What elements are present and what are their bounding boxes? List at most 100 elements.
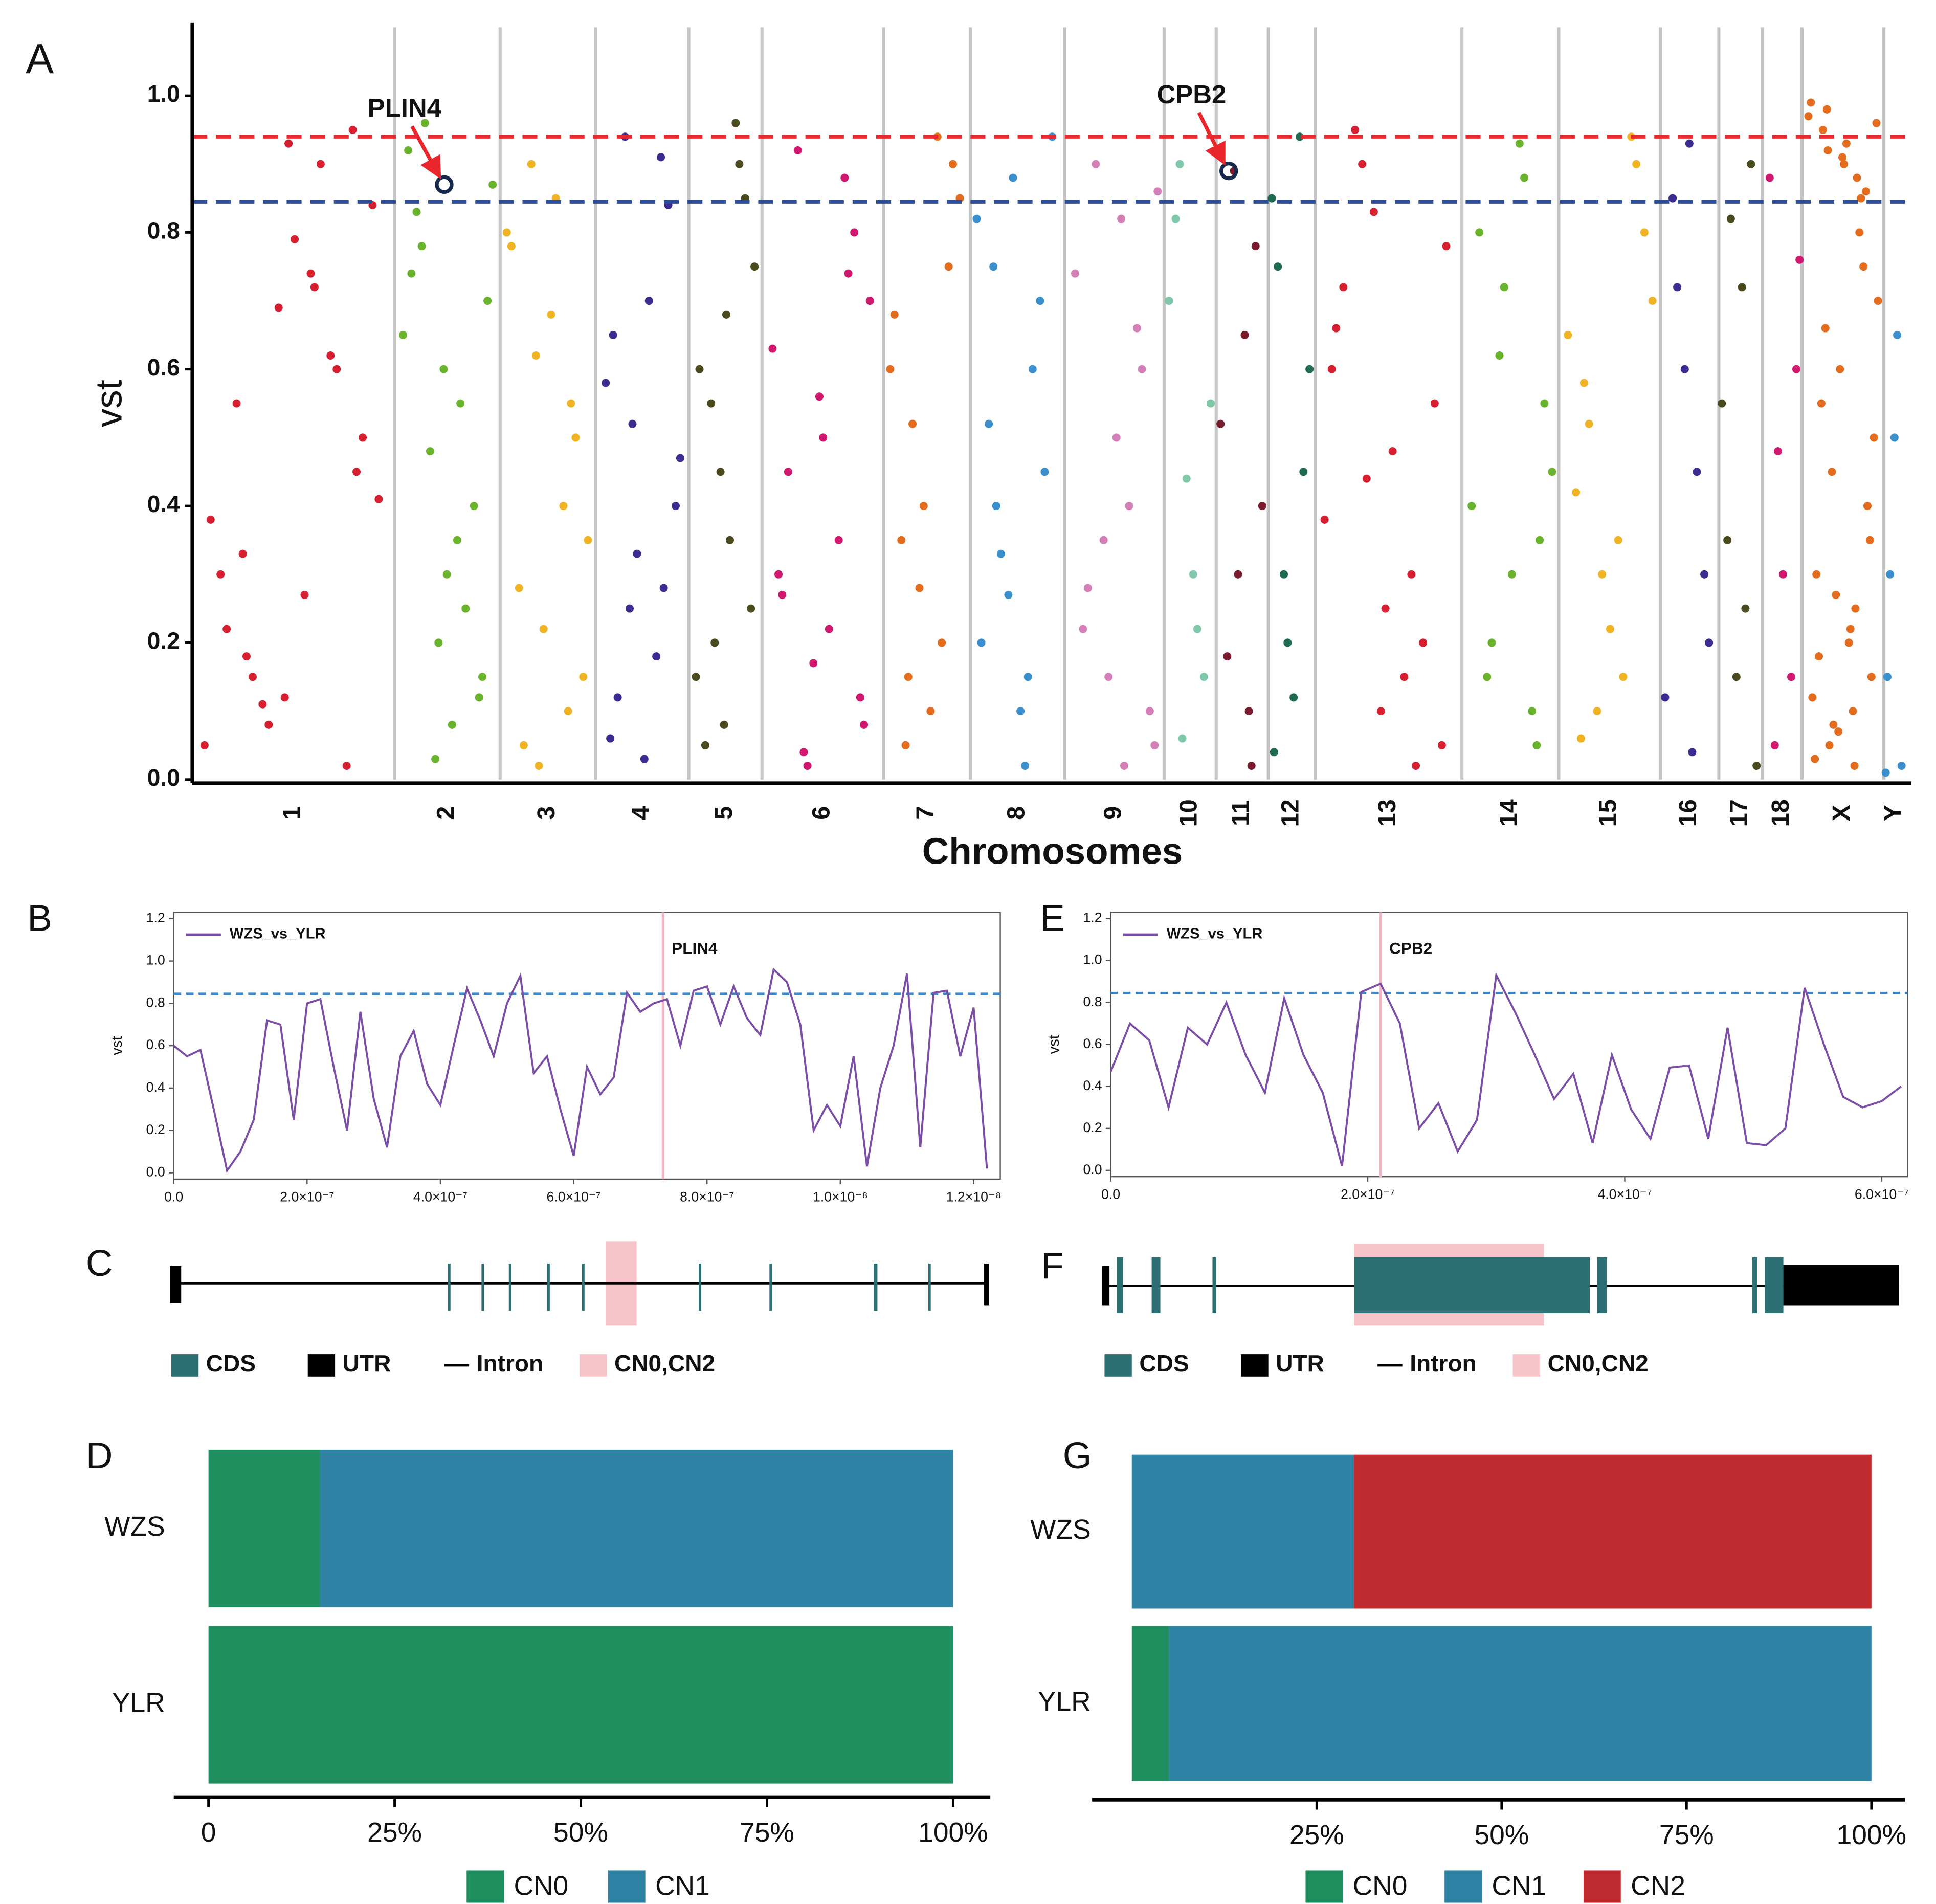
point bbox=[483, 297, 492, 305]
point bbox=[1576, 734, 1585, 743]
cds bbox=[1597, 1257, 1608, 1314]
point bbox=[992, 502, 1000, 511]
point bbox=[1283, 638, 1292, 647]
point bbox=[1132, 324, 1141, 333]
marker-label: CPB2 bbox=[1389, 939, 1432, 957]
point bbox=[1867, 673, 1876, 681]
point bbox=[291, 235, 299, 243]
point bbox=[1792, 365, 1801, 373]
point bbox=[731, 119, 740, 127]
point bbox=[1857, 194, 1865, 203]
point bbox=[1407, 570, 1416, 579]
point bbox=[1332, 324, 1341, 333]
cds bbox=[1354, 1257, 1590, 1314]
point bbox=[972, 214, 981, 223]
x-tick-label: 12 bbox=[1277, 799, 1304, 827]
point bbox=[735, 160, 744, 168]
point bbox=[1171, 214, 1180, 223]
point bbox=[778, 590, 787, 599]
cds bbox=[508, 1263, 511, 1311]
legend-swatch bbox=[608, 1870, 646, 1903]
y-tick-label: 0.4 bbox=[146, 1079, 165, 1095]
cds bbox=[698, 1263, 701, 1311]
point bbox=[1021, 762, 1030, 770]
point bbox=[606, 734, 615, 743]
x-tick-label: 4 bbox=[627, 806, 654, 820]
point bbox=[695, 365, 704, 373]
point bbox=[1850, 762, 1859, 770]
point bbox=[1593, 707, 1601, 716]
point bbox=[1752, 762, 1761, 770]
legend-swatch bbox=[1241, 1354, 1269, 1377]
point bbox=[865, 297, 874, 305]
point bbox=[977, 638, 986, 647]
point bbox=[819, 433, 828, 442]
point bbox=[1117, 214, 1126, 223]
cds bbox=[1151, 1257, 1161, 1314]
point bbox=[442, 570, 451, 579]
point bbox=[1296, 132, 1304, 141]
x-tick-label: 2.0×10⁻⁷ bbox=[280, 1189, 334, 1204]
point bbox=[613, 693, 622, 702]
point bbox=[1036, 297, 1044, 305]
point bbox=[1881, 768, 1890, 777]
legend-label: Intron bbox=[1410, 1350, 1477, 1377]
point bbox=[1838, 153, 1847, 162]
point bbox=[456, 399, 465, 408]
point bbox=[644, 297, 653, 305]
point bbox=[222, 625, 231, 633]
point bbox=[850, 228, 859, 237]
x-tick-label: 50% bbox=[1474, 1820, 1529, 1850]
point bbox=[701, 741, 709, 749]
x-tick-label: 7 bbox=[911, 806, 939, 820]
point bbox=[420, 119, 429, 127]
point bbox=[348, 125, 357, 134]
point bbox=[904, 673, 913, 681]
point bbox=[784, 468, 792, 476]
point bbox=[1223, 652, 1232, 661]
x-tick-label: X bbox=[1828, 805, 1855, 821]
point bbox=[722, 310, 730, 319]
point bbox=[1442, 242, 1451, 251]
point bbox=[1280, 570, 1288, 579]
point bbox=[439, 365, 448, 373]
point bbox=[1818, 125, 1827, 134]
point bbox=[886, 365, 895, 373]
point bbox=[1738, 283, 1746, 292]
point bbox=[1688, 748, 1697, 757]
y-tick-label: 0.8 bbox=[1083, 994, 1102, 1009]
cds bbox=[1765, 1257, 1784, 1314]
point bbox=[567, 399, 575, 408]
point bbox=[926, 707, 935, 716]
point bbox=[1400, 673, 1409, 681]
point bbox=[1270, 748, 1278, 757]
point bbox=[448, 720, 456, 729]
y-tick-label: 0.2 bbox=[147, 628, 180, 654]
y-tick-label: 0.0 bbox=[146, 1164, 165, 1180]
x-tick-label: 13 bbox=[1373, 799, 1401, 827]
y-tick-label: 0.2 bbox=[1083, 1120, 1102, 1135]
cds bbox=[874, 1263, 878, 1311]
x-tick-label: 3 bbox=[532, 806, 560, 820]
point bbox=[1016, 707, 1025, 716]
point bbox=[938, 638, 946, 647]
point bbox=[1125, 502, 1133, 511]
point bbox=[1500, 283, 1508, 292]
point bbox=[206, 515, 215, 524]
point bbox=[453, 536, 461, 544]
point bbox=[1855, 228, 1864, 237]
point bbox=[1150, 741, 1159, 749]
point bbox=[799, 748, 808, 757]
y-tick-label: 0.8 bbox=[146, 994, 165, 1010]
point bbox=[1165, 297, 1173, 305]
point bbox=[1817, 399, 1826, 408]
point bbox=[399, 330, 408, 339]
point bbox=[579, 673, 588, 681]
y-tick-label: 1.0 bbox=[1083, 952, 1102, 967]
utr bbox=[1102, 1266, 1110, 1306]
legend-swatch bbox=[1583, 1870, 1621, 1903]
point bbox=[1258, 502, 1266, 511]
point bbox=[374, 495, 383, 503]
point bbox=[1579, 379, 1588, 387]
legend-label: CN0,CN2 bbox=[1548, 1350, 1649, 1377]
